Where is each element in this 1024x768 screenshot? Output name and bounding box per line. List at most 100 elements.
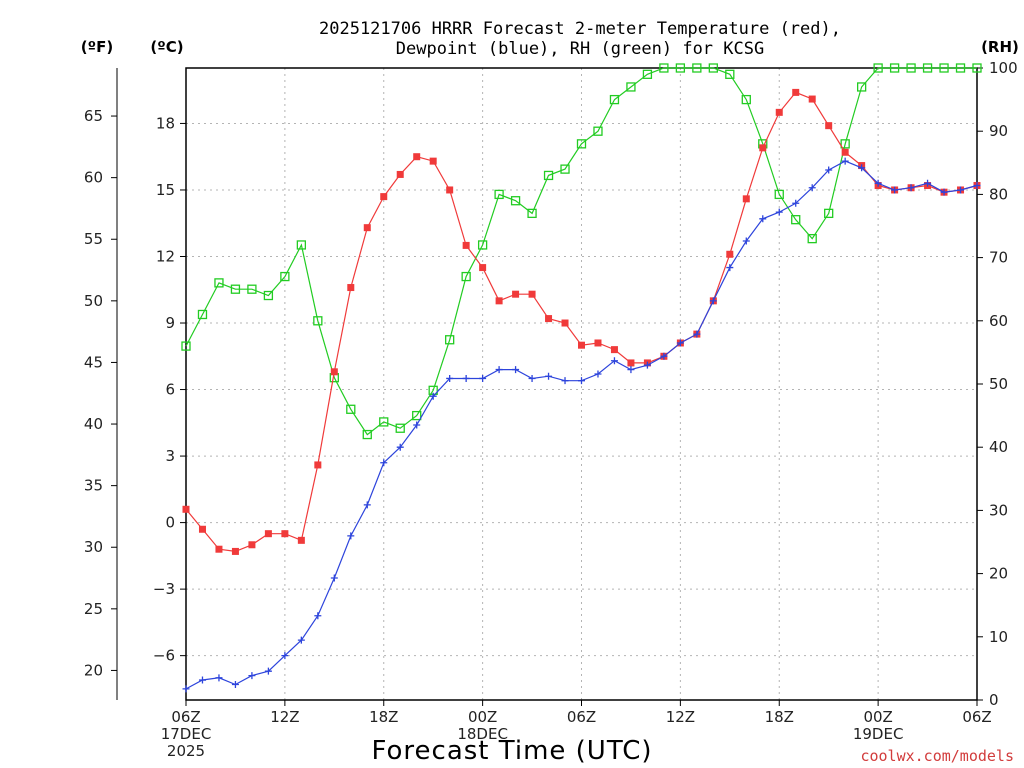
temperature-point [742,195,750,203]
rh-point [247,284,257,294]
rh-point [214,278,224,288]
temperature-point [380,193,388,201]
dewpoint-point [825,166,833,174]
temperature-point [759,144,767,152]
dewpoint-point [264,667,272,675]
fahrenheit-tick-label: 50 [84,292,103,310]
rh-point [263,290,274,301]
rh-point [725,69,735,79]
dewpoint-point [643,361,651,369]
rh-point [642,69,653,79]
rh-point [313,316,323,326]
dewpoint-point [726,264,734,272]
temperature-point [841,148,849,156]
dewpoint-point [281,652,289,660]
temperature-point [545,315,553,323]
dewpoint-point [578,377,585,385]
rh-point [659,63,669,73]
x-tick-label: 00Z [863,708,892,726]
celsius-tick-label: 12 [156,247,175,265]
rh-point [791,215,801,225]
rh-point [379,417,389,427]
rh-tick-label: 30 [989,501,1008,519]
temperature-point [396,170,404,178]
dewpoint-point [973,182,981,190]
rh-point [889,63,900,73]
x-tick-label: 2025 [167,742,205,760]
temperature-point [330,368,338,376]
celsius-tick-label: 6 [165,381,175,399]
x-tick-label: 00Z [468,708,497,726]
fahrenheit-tick-label: 55 [84,230,103,248]
dewpoint-point [314,612,322,620]
temperature-point [578,341,585,349]
x-tick-label: 06Z [962,708,991,726]
x-tick-label: 12Z [666,708,695,726]
dewpoint-point [182,685,190,693]
x-tick-label: 17DEC [161,725,212,743]
dewpoint-point [297,636,305,644]
fahrenheit-tick-label: 25 [84,600,103,618]
temperature-point [528,290,536,298]
dewpoint-point [924,179,932,187]
temperature-point [775,108,783,116]
rh-point [840,139,850,149]
rh-point [197,309,208,320]
rh-point [609,94,620,105]
series-rh [181,63,982,440]
dewpoint-point [198,676,206,684]
rh-point [576,139,587,149]
dewpoint-point [545,372,553,380]
dewpoint-point [446,374,454,382]
rh-point [593,126,603,136]
x-tick-label: 06Z [567,708,596,726]
temperature-point [215,545,223,553]
dewpoint-point [248,672,256,680]
dewpoint-point [495,366,503,374]
rh-tick-label: 60 [989,312,1008,330]
rh-point [445,335,455,345]
dewpoint-point [808,184,816,192]
fahrenheit-tick-label: 40 [84,415,103,433]
dewpoint-point [709,297,717,305]
chart-title: 2025121706 HRRR Forecast 2-meter Tempera… [319,19,841,59]
rh-point [741,94,751,105]
temperature-point [248,541,256,549]
temperature-point [808,95,816,103]
x-tick-label: 06Z [171,708,200,726]
temperature-point [413,153,421,161]
rh-point [477,240,488,250]
dewpoint-point [742,237,750,245]
dewpoint-point [396,443,404,451]
dewpoint-point [775,208,783,216]
rh-tick-label: 50 [989,375,1008,393]
rh-point [461,271,471,282]
chart-title-line-1: 2025121706 HRRR Forecast 2-meter Tempera… [319,19,841,39]
dewpoint-point [627,366,635,374]
rh-point [774,189,784,200]
dewpoint-point [594,370,602,378]
rh-point [856,82,867,92]
temperature-point [627,359,635,367]
rh-point [708,63,718,73]
series-dewpoint [182,157,981,693]
fahrenheit-tick-label: 60 [84,169,103,187]
dewpoint-point [561,377,569,385]
rh-point [362,429,372,440]
dewpoint-point [759,215,767,223]
dewpoint-point [891,186,899,194]
rh-point [296,240,307,250]
temperature-point [347,284,355,292]
temperature-point [594,339,602,347]
fahrenheit-tick-label: 45 [84,353,103,371]
rh-point [543,170,554,181]
temperature-point [462,241,470,249]
rh-point [906,63,916,73]
rh-tick-label: 20 [989,565,1008,583]
rh-point [527,208,537,219]
rh-point [510,196,521,206]
temperature-point [264,530,272,538]
rh-point [873,63,883,73]
